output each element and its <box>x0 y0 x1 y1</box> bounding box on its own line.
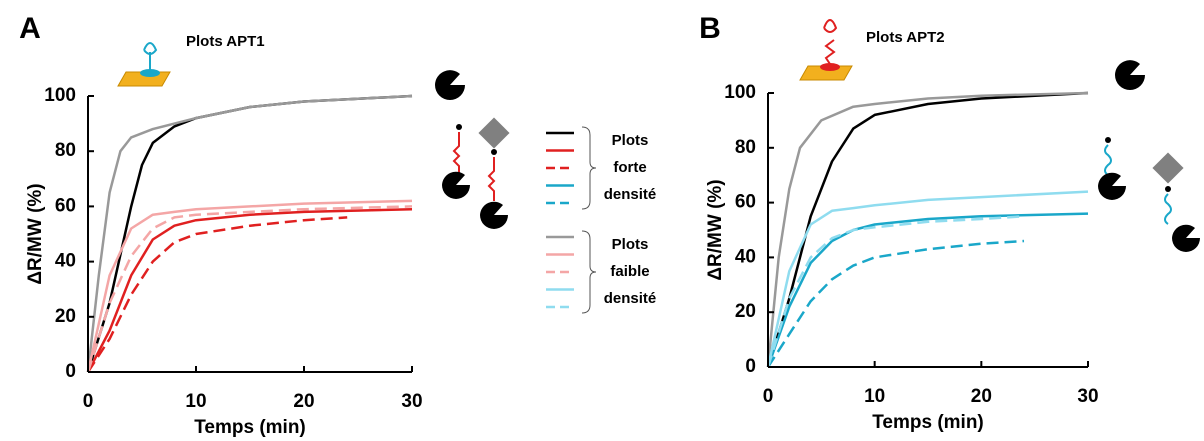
data-line <box>86 216 348 373</box>
data-line <box>766 91 1089 368</box>
legend-label: forte <box>613 159 646 176</box>
x-tick-label: 30 <box>401 391 422 412</box>
icons-a <box>435 70 510 229</box>
y-tick-label: 0 <box>65 361 76 382</box>
data-line <box>766 239 1025 368</box>
y-tick-label: 60 <box>735 192 756 213</box>
panel-label: B <box>699 12 721 45</box>
x-axis-label: Temps (min) <box>194 417 306 438</box>
x-tick-label: 20 <box>971 386 992 407</box>
panel-title: Plots APT2 <box>866 29 945 46</box>
data-line <box>86 94 413 373</box>
icon-chip-a <box>117 42 171 87</box>
x-tick-label: 10 <box>185 391 206 412</box>
legend-label: densité <box>604 290 657 307</box>
x-tick-label: 30 <box>1077 386 1098 407</box>
y-tick-label: 80 <box>55 140 76 161</box>
x-tick-label: 0 <box>763 386 774 407</box>
y-axis-label: ΔR/MW (%) <box>25 183 46 284</box>
data-line <box>766 190 1089 368</box>
icon-chip-b <box>799 19 853 81</box>
x-axis-label: Temps (min) <box>872 412 984 433</box>
y-tick-label: 100 <box>44 85 76 106</box>
y-axis-label: ΔR/MW (%) <box>705 179 726 280</box>
y-tick-label: 20 <box>735 301 756 322</box>
legend-label: Plots <box>612 236 649 253</box>
y-tick-label: 40 <box>735 246 756 267</box>
data-line <box>86 207 413 373</box>
y-tick-label: 100 <box>724 82 756 103</box>
y-tick-label: 0 <box>745 356 756 377</box>
panel-label: A <box>19 12 41 45</box>
data-line <box>766 212 1089 368</box>
legend-label: Plots <box>612 132 649 149</box>
data-line <box>86 205 413 373</box>
y-tick-label: 60 <box>55 195 76 216</box>
data-line <box>86 94 413 373</box>
legend-label: densité <box>604 186 657 203</box>
data-line <box>86 199 413 373</box>
data-line <box>766 215 1025 368</box>
legend-label: faible <box>610 263 649 280</box>
data-line <box>766 91 1089 368</box>
x-tick-label: 0 <box>83 391 94 412</box>
icons-b <box>1098 60 1200 252</box>
y-tick-label: 20 <box>55 306 76 327</box>
x-tick-label: 20 <box>293 391 314 412</box>
legend-brace <box>581 230 597 314</box>
legend-brace <box>581 126 597 210</box>
panel-title: Plots APT1 <box>186 33 265 50</box>
x-tick-label: 10 <box>864 386 885 407</box>
y-tick-label: 80 <box>735 137 756 158</box>
y-tick-label: 40 <box>55 251 76 272</box>
